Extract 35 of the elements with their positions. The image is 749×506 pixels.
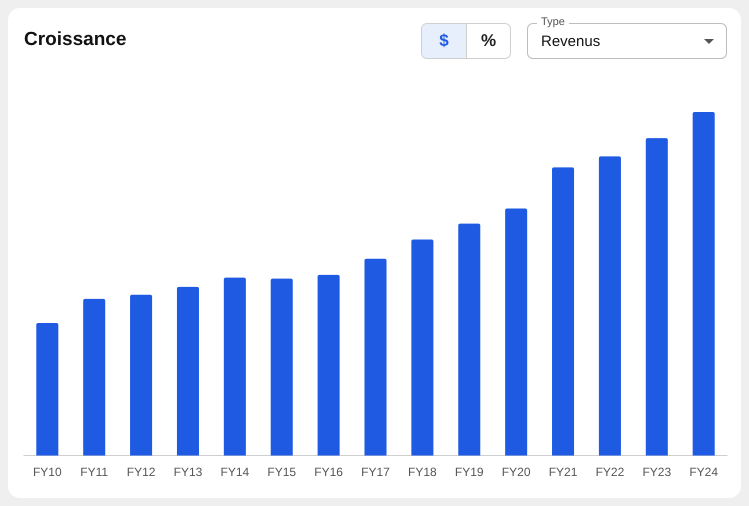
bar <box>598 156 621 456</box>
x-tick-label: FY19 <box>454 465 484 480</box>
bar <box>36 322 58 456</box>
text: Type <box>537 16 569 28</box>
x-tick-label: FY16 <box>314 465 344 480</box>
bar <box>505 208 528 456</box>
x-tick-label: FY21 <box>548 465 578 480</box>
bar <box>176 286 199 456</box>
text: $ <box>422 24 467 58</box>
bar <box>552 167 574 456</box>
x-tick-label: FY17 <box>361 465 390 480</box>
x-tick-label: FY18 <box>408 465 438 480</box>
x-tick-label: FY11 <box>80 465 108 480</box>
bar <box>364 258 387 456</box>
bar <box>692 112 715 456</box>
bar <box>411 239 434 456</box>
x-tick-label: FY20 <box>502 465 531 480</box>
text: % <box>480 30 498 52</box>
x-tick-label: FY14 <box>220 465 250 480</box>
chart-title: Croissance <box>24 29 126 51</box>
x-tick-label: FY13 <box>174 465 203 480</box>
bar <box>224 278 246 456</box>
bar <box>83 298 106 456</box>
x-tick-label: FY12 <box>126 465 156 480</box>
bar <box>270 278 293 456</box>
x-tick-label: FY24 <box>689 465 718 480</box>
bar <box>646 138 668 456</box>
x-tick-label: FY22 <box>596 465 625 480</box>
bar <box>130 294 152 456</box>
x-tick-label: FY10 <box>32 465 62 480</box>
text: Revenus <box>541 33 600 50</box>
bar <box>318 274 340 456</box>
bar <box>458 224 480 456</box>
x-tick-label: FY15 <box>267 465 296 480</box>
x-tick-label: FY23 <box>642 465 672 480</box>
